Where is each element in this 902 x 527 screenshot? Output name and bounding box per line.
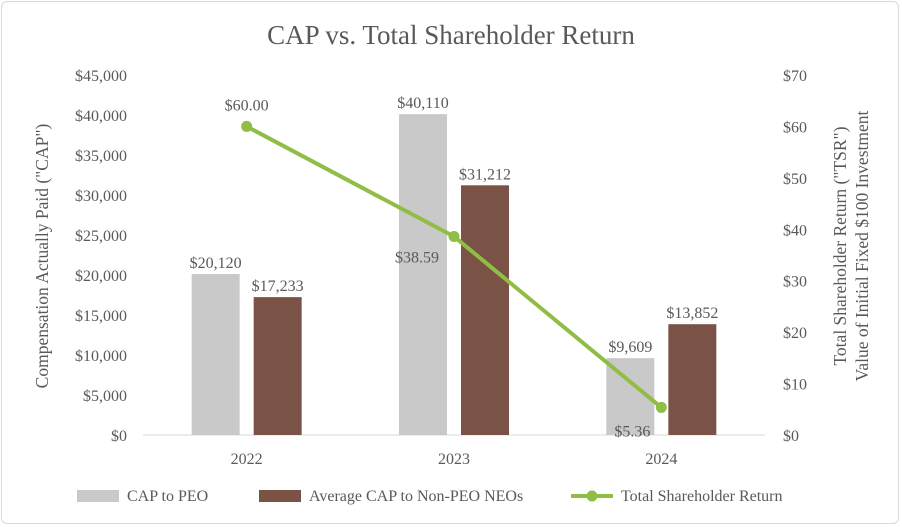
bar-data-label: $31,212 <box>459 166 511 183</box>
x-axis-ticks: 2022 2023 2024 <box>231 451 678 468</box>
right-tick-label: $0 <box>783 428 799 445</box>
legend-label: Total Shareholder Return <box>621 488 783 505</box>
bar <box>399 114 447 436</box>
chart-title: CAP vs. Total Shareholder Return <box>267 20 635 50</box>
left-tick-label: $20,000 <box>75 268 127 285</box>
tsr-data-label: $38.59 <box>395 250 439 267</box>
left-tick-label: $15,000 <box>75 308 127 325</box>
tsr-line <box>245 124 663 409</box>
left-axis-ticks: $0 $5,000 $10,000 $15,000 $20,000 $25,000 $30,… <box>75 68 127 445</box>
tsr-point <box>241 120 253 132</box>
right-tick-label: $30 <box>783 274 807 291</box>
legend-swatch <box>77 490 119 502</box>
left-tick-label: $45,000 <box>75 68 127 85</box>
bar-data-label: $9,609 <box>608 339 652 356</box>
right-tick-label: $60 <box>783 119 807 136</box>
bar-data-label: $13,852 <box>666 305 718 322</box>
bar <box>253 297 302 435</box>
right-tick-label: $40 <box>783 222 807 239</box>
right-tick-label: $70 <box>783 68 807 85</box>
legend-swatch <box>259 490 301 502</box>
legend-label: Average CAP to Non-PEO NEOs <box>309 488 523 505</box>
left-tick-label: $10,000 <box>75 348 127 365</box>
tsr-line-series <box>241 120 667 413</box>
tsr-point <box>448 231 460 243</box>
bar-data-label: $20,120 <box>190 255 242 272</box>
left-tick-label: $35,000 <box>75 148 127 165</box>
left-axis-title: Compensation Actually Paid ("CAP") <box>32 124 52 389</box>
tsr-point <box>655 401 667 413</box>
tsr-data-label: $60.00 <box>225 97 269 114</box>
x-tick-label: 2022 <box>231 451 263 468</box>
left-tick-label: $25,000 <box>75 228 127 245</box>
left-tick-label: $30,000 <box>75 188 127 205</box>
right-axis-ticks: $0 $10 $20 $30 $40 $50 $60 $70 <box>783 68 807 445</box>
left-tick-label: $40,000 <box>75 108 127 125</box>
data-labels: $20,120 $40,110 $9,609 $17,233 $31,212 $13,85… <box>190 95 719 440</box>
right-tick-label: $20 <box>783 325 807 342</box>
right-axis-title-line2: Value of Initial Fixed $100 Investment <box>852 111 872 382</box>
right-axis-title-line1: Total Shareholder Return ("TSR") <box>830 126 850 365</box>
tsr-data-label: $5.36 <box>614 423 650 440</box>
right-tick-label: $50 <box>783 171 807 188</box>
right-tick-label: $10 <box>783 377 807 394</box>
bar <box>191 274 240 435</box>
bar-data-label: $17,233 <box>252 278 304 295</box>
left-tick-label: $5,000 <box>83 388 127 405</box>
bar <box>668 324 717 435</box>
bar <box>461 185 509 435</box>
bar-data-label: $40,110 <box>397 95 448 112</box>
x-tick-label: 2024 <box>645 451 677 468</box>
legend-marker <box>586 490 598 502</box>
legend-label: CAP to PEO <box>127 488 208 505</box>
legend: CAP to PEO Average CAP to Non-PEO NEOs Tot… <box>77 488 783 505</box>
x-tick-label: 2023 <box>438 451 470 468</box>
left-tick-label: $0 <box>111 428 127 445</box>
